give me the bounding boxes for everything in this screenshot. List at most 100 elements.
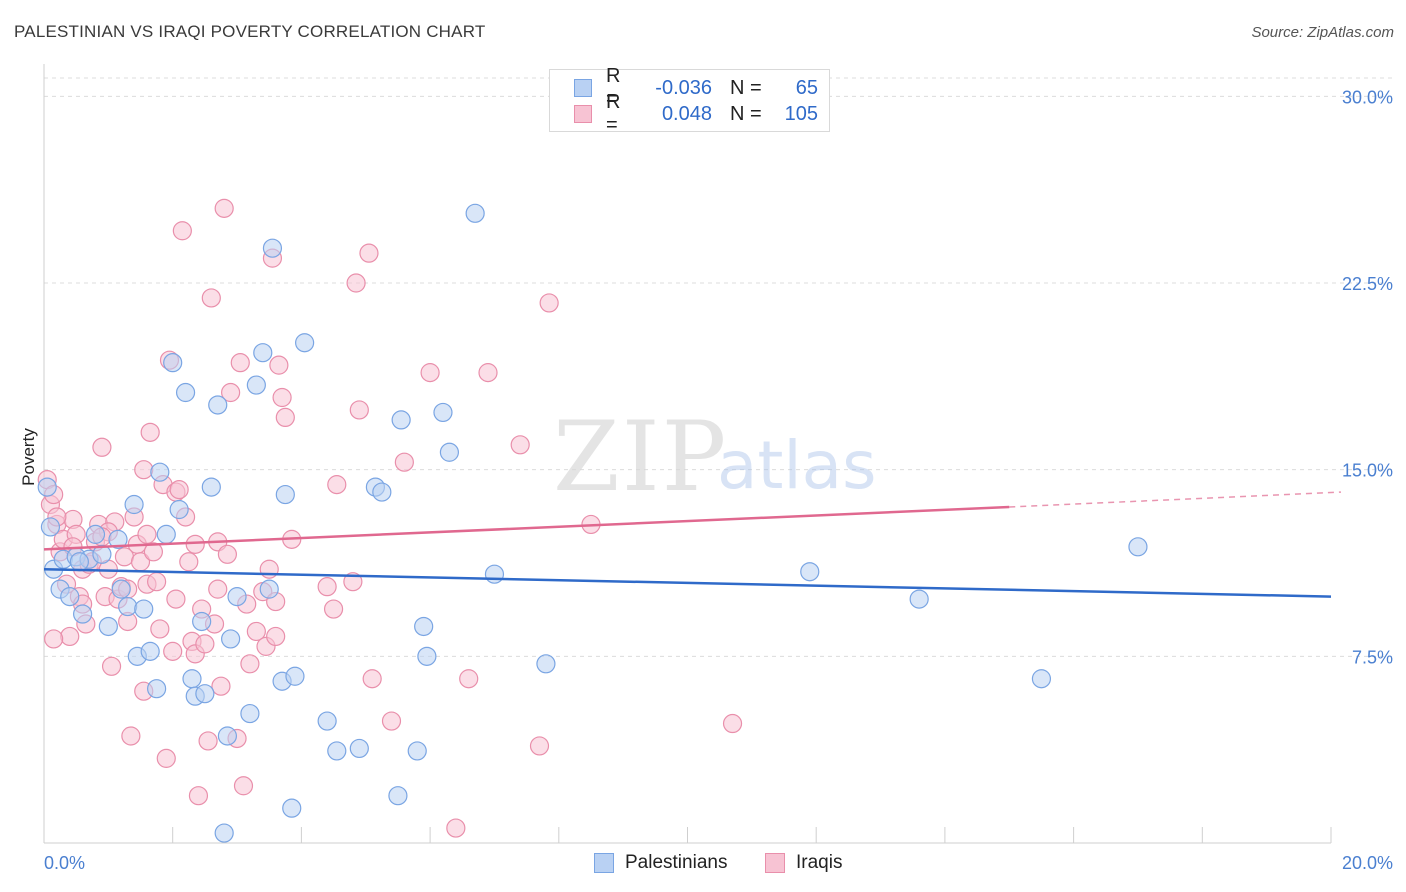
legend-swatch-pink bbox=[574, 105, 592, 123]
legend-n-label: N = bbox=[730, 102, 762, 125]
palestinians-point bbox=[259, 579, 279, 599]
iraqis-point bbox=[266, 626, 286, 647]
iraqis-point bbox=[101, 656, 122, 676]
iraqis-trend-extension bbox=[1009, 491, 1342, 508]
palestinians-point bbox=[124, 494, 144, 515]
palestinians-point bbox=[372, 482, 392, 502]
iraqis-point bbox=[92, 437, 112, 457]
palestinians-point bbox=[221, 629, 241, 649]
iraqis-point bbox=[240, 654, 260, 674]
iraqis-point bbox=[346, 273, 366, 293]
palestinians-point bbox=[108, 529, 128, 549]
iraqis-point bbox=[362, 669, 382, 689]
palestinians-point bbox=[317, 711, 337, 731]
iraqis-point bbox=[147, 572, 167, 592]
palestinians-point bbox=[134, 599, 154, 619]
iraqis-point bbox=[269, 355, 289, 375]
legend-label-palestinians: Palestinians bbox=[625, 852, 728, 873]
palestinians-point bbox=[909, 589, 929, 609]
chart-title: PALESTINIAN VS IRAQI POVERTY CORRELATION… bbox=[14, 22, 486, 41]
iraqis-point bbox=[156, 748, 176, 768]
iraqis-point bbox=[169, 479, 189, 500]
palestinians-point bbox=[414, 616, 434, 637]
y-tick-label: 30.0% bbox=[1342, 87, 1393, 107]
iraqis-point bbox=[137, 524, 157, 544]
iraqis-point bbox=[166, 589, 186, 609]
iraqis-point bbox=[217, 544, 237, 564]
iraqis-point bbox=[478, 363, 498, 383]
palestinians-point bbox=[69, 552, 89, 572]
legend-item-iraqis[interactable]: Iraqis bbox=[765, 852, 842, 874]
legend-swatch-blue bbox=[594, 853, 614, 873]
legend-r-value: 0.048 bbox=[661, 102, 712, 125]
iraqis-point bbox=[230, 353, 250, 373]
palestinians-point bbox=[285, 666, 305, 686]
y-tick-label: 7.5% bbox=[1352, 647, 1393, 667]
iraqis-point bbox=[121, 726, 141, 746]
palestinians-point bbox=[182, 669, 202, 689]
palestinians-point bbox=[262, 238, 283, 258]
palestinians-point bbox=[536, 654, 556, 674]
legend-n-value: 65 bbox=[795, 76, 818, 99]
palestinians-point bbox=[391, 410, 411, 430]
trend-lines bbox=[43, 491, 1342, 598]
palestinians-point bbox=[195, 684, 215, 704]
palestinians-point bbox=[60, 587, 80, 607]
iraqis-point bbox=[459, 669, 479, 689]
iraqis-point bbox=[343, 572, 363, 592]
iraqis-point bbox=[214, 198, 234, 218]
iraqis-point bbox=[446, 818, 466, 838]
iraqis-point bbox=[44, 629, 64, 649]
legend-r-label: R = bbox=[606, 65, 621, 110]
correlation-legend: R = -0.036 N = 65 R = 0.048 N = 105 bbox=[549, 65, 830, 136]
legend-item-palestinians[interactable]: Palestinians bbox=[594, 852, 727, 874]
palestinians-point bbox=[439, 442, 460, 462]
axes bbox=[43, 64, 1332, 844]
palestinians-point bbox=[37, 477, 57, 497]
watermark: ZIP atlas bbox=[553, 401, 877, 513]
iraqis-point bbox=[208, 579, 228, 599]
iraqis-point bbox=[381, 711, 402, 731]
iraqis-point bbox=[420, 363, 440, 383]
watermark-atlas: atlas bbox=[717, 427, 877, 504]
palestinians-point bbox=[175, 382, 196, 403]
legend-r-value: -0.036 bbox=[655, 76, 712, 99]
iraqis-point bbox=[150, 619, 170, 639]
palestinians-point bbox=[156, 524, 176, 544]
iraqis-points bbox=[37, 198, 743, 838]
palestinians-point bbox=[240, 703, 260, 724]
palestinians-point bbox=[214, 823, 234, 843]
palestinians-point bbox=[192, 611, 212, 632]
iraqis-point bbox=[233, 776, 254, 796]
iraqis-point bbox=[529, 736, 550, 756]
x-tick-label: 0.0% bbox=[44, 853, 85, 873]
legend-swatch-pink bbox=[765, 853, 785, 873]
palestinians-point bbox=[417, 646, 437, 666]
iraqis-point bbox=[195, 634, 215, 654]
source-label: Source: ZipAtlas.com bbox=[1251, 24, 1394, 41]
palestinians-point bbox=[295, 333, 315, 353]
palestinians-point bbox=[407, 741, 427, 761]
iraqis-point bbox=[143, 542, 163, 562]
iraqis-point bbox=[211, 676, 231, 696]
legend-row-iraqis: R = 0.048 N = 105 bbox=[574, 91, 818, 136]
palestinians-point bbox=[163, 353, 183, 373]
palestinians-trend-line bbox=[43, 567, 1332, 598]
iraqis-point bbox=[323, 599, 344, 619]
iraqis-point bbox=[539, 293, 559, 313]
palestinians-point bbox=[484, 564, 505, 584]
iraqis-point bbox=[272, 387, 292, 408]
iraqis-point bbox=[179, 552, 199, 572]
palestinians-point bbox=[217, 726, 237, 746]
iraqis-point bbox=[275, 407, 295, 428]
palestinians-point bbox=[111, 579, 131, 599]
palestinians-point bbox=[433, 402, 453, 423]
iraqis-point bbox=[60, 626, 80, 647]
palestinians-point bbox=[201, 477, 221, 497]
palestinians-point bbox=[169, 499, 189, 520]
iraqis-trend-line bbox=[43, 505, 1010, 551]
iraqis-point bbox=[359, 243, 379, 263]
y-tick-label: 22.5% bbox=[1342, 274, 1393, 294]
iraqis-point bbox=[172, 221, 192, 241]
